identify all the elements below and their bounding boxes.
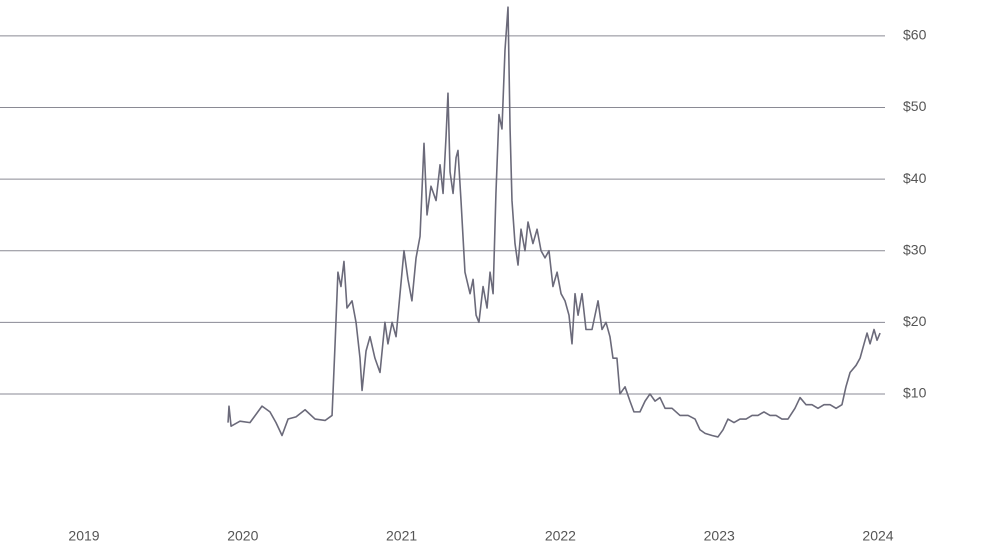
x-tick-label: 2020 [227, 528, 258, 544]
y-tick-label: $10 [903, 385, 927, 401]
x-tick-label: 2019 [68, 528, 99, 544]
x-tick-label: 2022 [545, 528, 576, 544]
x-tick-label: 2023 [704, 528, 735, 544]
y-tick-label: $50 [903, 98, 927, 114]
price-line [227, 6, 881, 438]
y-tick-label: $40 [903, 170, 927, 186]
y-tick-label: $30 [903, 241, 927, 257]
x-tick-label: 2024 [862, 528, 893, 544]
y-tick-label: $60 [903, 27, 927, 43]
x-tick-label: 2021 [386, 528, 417, 544]
y-tick-label: $20 [903, 313, 927, 329]
